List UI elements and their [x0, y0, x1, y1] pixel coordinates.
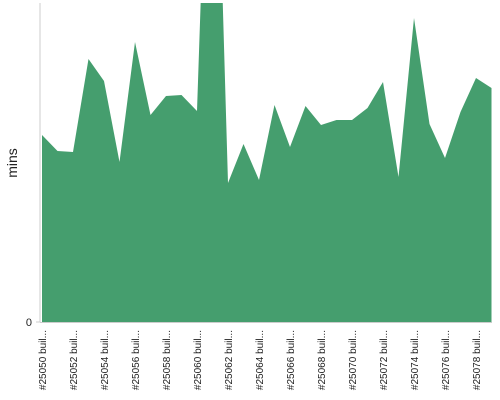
- area: [42, 3, 492, 322]
- x-tick-label: #25050 buil...: [38, 330, 49, 390]
- x-tick-label: #25064 buil...: [255, 330, 266, 390]
- x-tick-label: #25056 buil...: [131, 330, 142, 390]
- y-axis-label: mins: [4, 148, 20, 178]
- x-tick-label: #25060 buil...: [193, 330, 204, 390]
- x-tick-label: #25078 buil...: [472, 330, 483, 390]
- x-tick-label: #25058 buil...: [162, 330, 173, 390]
- x-tick-label: #25052 buil...: [69, 330, 80, 390]
- x-tick-label: #25076 buil...: [441, 330, 452, 390]
- x-tick-label: #25066 buil...: [286, 330, 297, 390]
- x-tick-label: #25062 buil...: [224, 330, 235, 390]
- y-tick-label: 0: [26, 317, 32, 329]
- x-tick-label: #25054 buil...: [100, 330, 111, 390]
- x-tick-label: #25070 buil...: [348, 330, 359, 390]
- x-tick-label: #25072 buil...: [379, 330, 390, 390]
- x-tick-label: #25068 buil...: [317, 330, 328, 390]
- x-tick-label: #25074 buil...: [410, 330, 421, 390]
